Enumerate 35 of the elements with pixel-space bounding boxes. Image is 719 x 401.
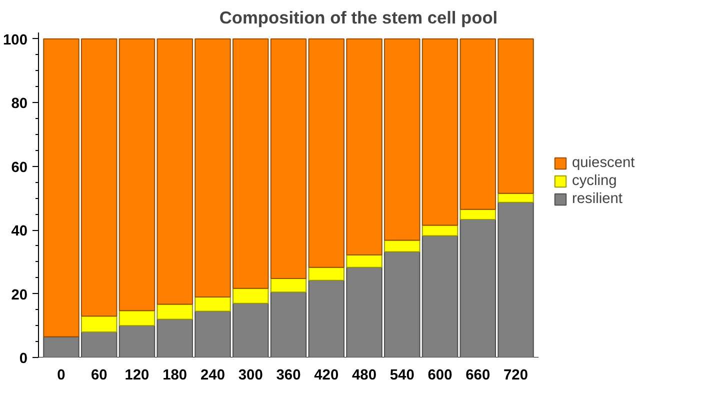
y-tick-label: 40	[11, 224, 28, 240]
x-tick-label: 300	[238, 368, 263, 384]
bar	[270, 38, 307, 279]
bar	[346, 254, 382, 268]
x-tick-label: 540	[390, 368, 414, 384]
y-tick-label: 100	[3, 32, 28, 48]
y-tick-label: 0	[19, 351, 28, 367]
bar	[270, 278, 307, 293]
legend-label: resilient	[572, 191, 623, 207]
x-tick-label: 660	[466, 368, 490, 384]
bar	[498, 192, 534, 203]
y-tick-label: 80	[11, 96, 28, 112]
x-tick-label: 0	[57, 368, 66, 384]
y-tick-label: 20	[11, 287, 28, 304]
x-tick-label: 360	[276, 368, 301, 384]
chart-title: Composition of the stem cell pool	[219, 8, 498, 28]
legend-label: cycling	[572, 173, 617, 189]
x-tick-label: 480	[352, 368, 376, 384]
x-tick-label: 120	[124, 368, 150, 384]
bar	[118, 325, 156, 358]
x-tick-label: 180	[162, 368, 188, 384]
bar	[422, 224, 458, 236]
x-tick-label: 60	[90, 368, 108, 384]
legend-label: quiescent	[572, 155, 635, 171]
x-tick-label: 240	[200, 368, 225, 384]
bar	[118, 38, 156, 312]
x-tick-label: 720	[504, 368, 528, 384]
bar	[308, 266, 344, 281]
y-tick-label: 60	[11, 160, 28, 176]
bar	[270, 292, 307, 358]
x-tick-label: 600	[428, 368, 452, 384]
bar	[384, 240, 420, 252]
bar	[80, 316, 118, 333]
x-tick-label: 420	[314, 368, 339, 384]
bar	[118, 310, 156, 326]
